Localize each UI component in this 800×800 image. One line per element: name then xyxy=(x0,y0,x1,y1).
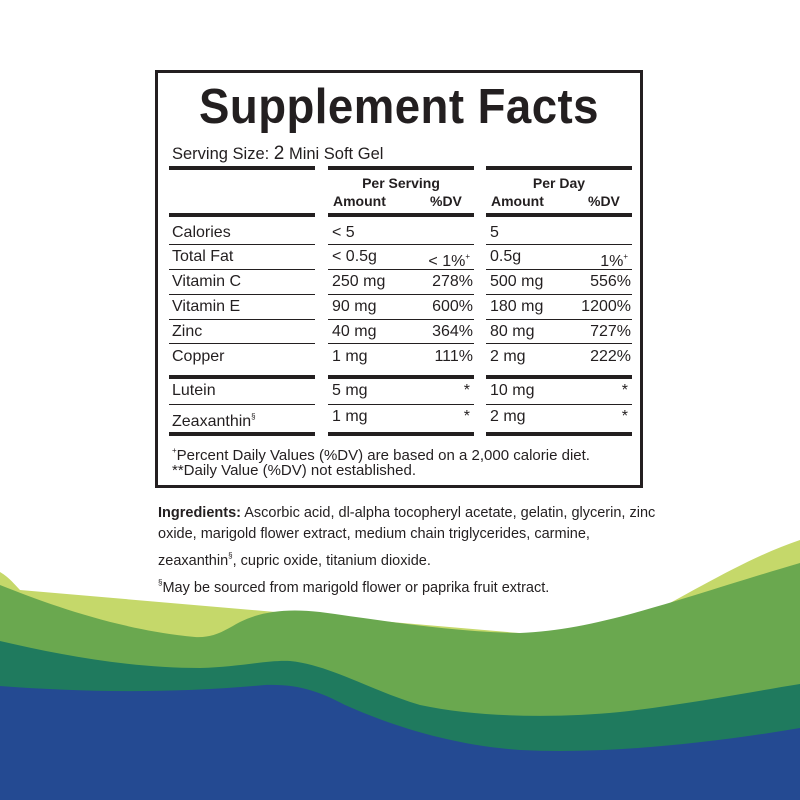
footnote-mark: + xyxy=(465,252,470,261)
footnote-mark: § xyxy=(251,412,256,421)
nutrient-name: Copper xyxy=(172,348,225,365)
footnote-mark: + xyxy=(623,252,628,261)
divider xyxy=(169,269,315,270)
ingredients-label: Ingredients: xyxy=(158,505,241,521)
serving-dv: 111% xyxy=(434,348,473,365)
divider xyxy=(328,404,474,405)
divider xyxy=(169,213,315,217)
day-dv: 1%+ xyxy=(556,247,628,272)
day-amount: 80 mg xyxy=(490,323,535,340)
divider xyxy=(486,319,632,320)
day-amount: 2 mg xyxy=(490,408,526,425)
nutrient-name: Zeaxanthin§ xyxy=(172,407,256,432)
supplement-facts-panel: Supplement Facts Serving Size: 2 Mini So… xyxy=(155,70,643,488)
divider xyxy=(328,244,474,245)
divider xyxy=(486,343,632,344)
divider xyxy=(486,294,632,295)
serving-amount: 40 mg xyxy=(332,323,377,340)
serving-size: Serving Size: 2 Mini Soft Gel xyxy=(172,144,383,164)
serving-size-unit: Mini Soft Gel xyxy=(284,145,384,163)
header-per-day: Per Day xyxy=(532,175,586,191)
divider xyxy=(169,166,315,170)
serving-size-label: Serving Size: xyxy=(172,145,274,163)
serving-amount: 5 mg xyxy=(332,382,368,399)
day-dv: 727% xyxy=(590,323,631,340)
divider xyxy=(169,432,315,436)
ingredients-source-note: May be sourced from marigold flower or p… xyxy=(162,580,550,596)
divider xyxy=(486,213,632,217)
nutrient-name: Vitamin C xyxy=(172,273,242,290)
footnote-mark: § xyxy=(158,578,163,587)
day-amount: 5 xyxy=(490,224,499,241)
divider xyxy=(328,213,474,217)
divider xyxy=(328,166,474,170)
serving-amount: 90 mg xyxy=(332,298,377,315)
header-per-serving: Per Serving xyxy=(362,175,440,191)
wave-blue-layer xyxy=(0,684,800,800)
day-dv: 222% xyxy=(590,348,631,365)
divider xyxy=(169,404,315,405)
divider xyxy=(169,375,315,379)
ingredients-text-cont: , cupric oxide, titanium dioxide. xyxy=(232,553,431,569)
divider xyxy=(328,432,474,436)
day-dv: 1200% xyxy=(581,298,631,315)
nutrient-name: Total Fat xyxy=(172,248,234,265)
serving-dv: * xyxy=(463,408,470,425)
serving-amount: 1 mg xyxy=(332,408,368,425)
footnote-dv-not-established: **Daily Value (%DV) not established. xyxy=(172,462,417,479)
serving-dv: * xyxy=(463,382,470,399)
day-dv-value: 1% xyxy=(600,253,624,270)
nutrient-name-text: Zeaxanthin xyxy=(172,413,252,430)
ingredients-text: Ascorbic acid, dl-alpha tocopheryl aceta… xyxy=(158,505,656,569)
serving-dv: 364% xyxy=(432,323,473,340)
day-amount: 2 mg xyxy=(490,348,526,365)
day-dv: 556% xyxy=(590,273,631,290)
divider xyxy=(328,294,474,295)
nutrient-name: Lutein xyxy=(172,382,216,399)
footnote-mark: + xyxy=(172,446,177,455)
day-dv: * xyxy=(621,382,628,399)
serving-dv: 600% xyxy=(432,298,473,315)
header-serving-amount: Amount xyxy=(333,193,386,209)
divider xyxy=(486,432,632,436)
divider xyxy=(486,404,632,405)
day-amount: 180 mg xyxy=(490,298,544,315)
divider xyxy=(169,319,315,320)
serving-amount: 250 mg xyxy=(332,273,386,290)
header-day-amount: Amount xyxy=(491,193,544,209)
header-serving-dv: %DV xyxy=(430,193,462,209)
divider xyxy=(328,375,474,379)
divider xyxy=(486,244,632,245)
divider xyxy=(328,269,474,270)
nutrient-name: Zinc xyxy=(172,323,203,340)
footnote-dv-basis: +Percent Daily Values (%DV) are based on… xyxy=(172,442,590,465)
divider xyxy=(486,166,632,170)
serving-dv: 278% xyxy=(432,273,473,290)
divider xyxy=(169,343,315,344)
divider xyxy=(169,294,315,295)
day-amount: 500 mg xyxy=(490,273,544,290)
day-amount: 0.5g xyxy=(490,248,522,265)
divider xyxy=(486,375,632,379)
divider xyxy=(169,244,315,245)
serving-dv-value: < 1% xyxy=(428,253,466,270)
serving-dv: < 1%+ xyxy=(398,247,470,272)
divider xyxy=(328,319,474,320)
footnote-text: Percent Daily Values (%DV) are based on … xyxy=(176,447,590,464)
day-amount: 10 mg xyxy=(490,382,535,399)
serving-amount: 1 mg xyxy=(332,348,368,365)
serving-amount: < 5 xyxy=(332,224,355,241)
divider xyxy=(486,269,632,270)
serving-size-qty: 2 xyxy=(273,143,285,164)
header-day-dv: %DV xyxy=(588,193,620,209)
serving-amount: < 0.5g xyxy=(332,248,377,265)
footnote-mark: § xyxy=(228,551,233,560)
divider xyxy=(328,343,474,344)
panel-title: Supplement Facts xyxy=(199,80,599,134)
nutrient-name: Vitamin E xyxy=(172,298,241,315)
day-dv: * xyxy=(621,408,628,425)
nutrient-name: Calories xyxy=(172,224,231,241)
ingredients-block: Ingredients: Ascorbic acid, dl-alpha toc… xyxy=(158,503,658,599)
